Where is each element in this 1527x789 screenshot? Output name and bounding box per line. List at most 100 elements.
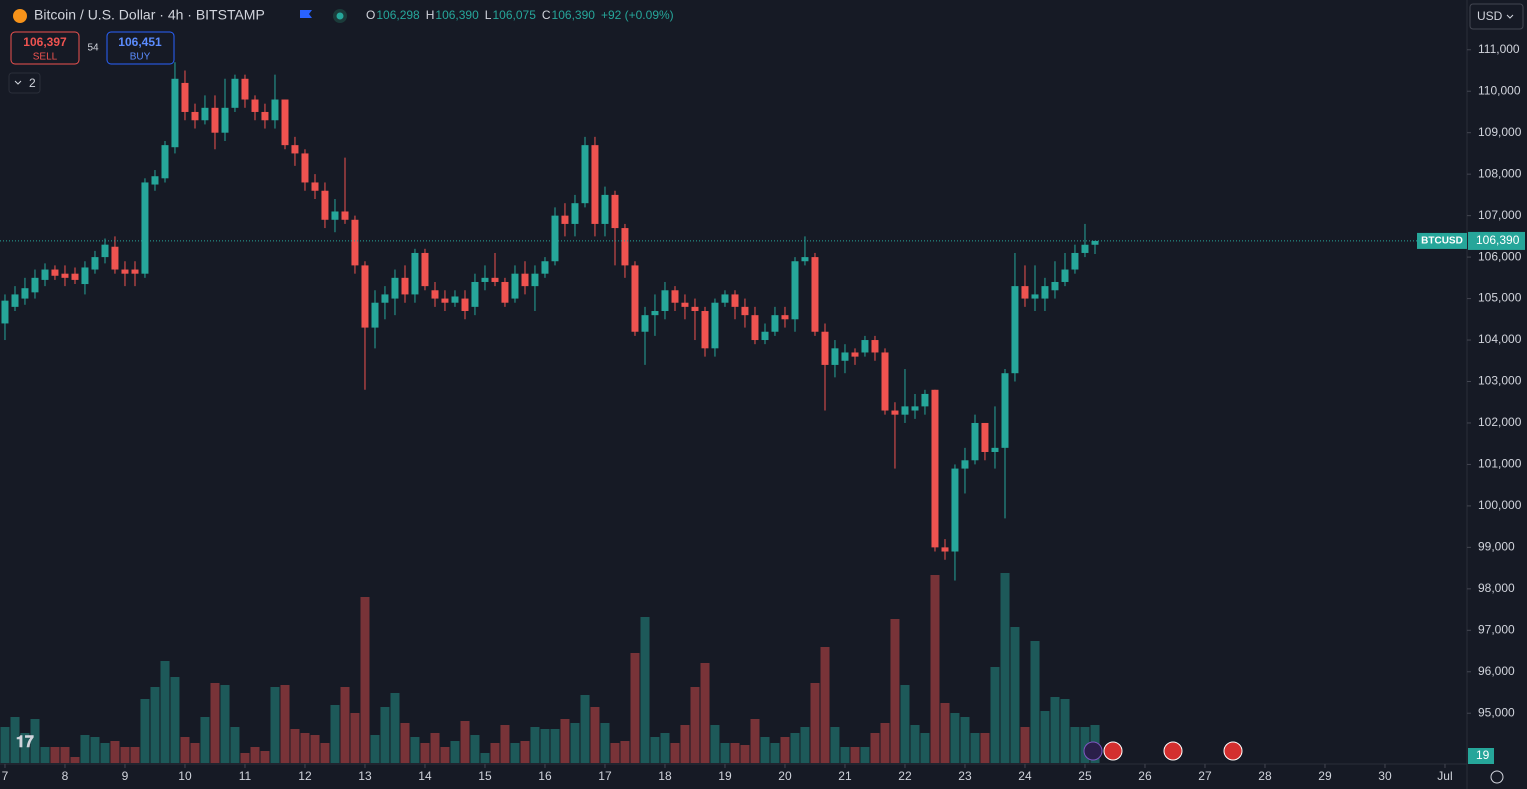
volume-bar <box>770 743 780 763</box>
volume-bar <box>960 717 970 763</box>
settings[interactable] <box>1490 770 1504 784</box>
candle-body <box>11 294 19 307</box>
candle-body <box>231 78 239 108</box>
x-tick-label: 27 <box>1198 769 1212 783</box>
volume-bar <box>590 707 600 763</box>
candle-body <box>101 244 109 258</box>
volume-bar <box>520 741 530 763</box>
volume-bar <box>410 737 420 763</box>
y-tick-label: 99,000 <box>1478 540 1515 554</box>
volume-bar <box>510 743 520 763</box>
currency-button[interactable] <box>1469 3 1524 30</box>
indicators-toggle[interactable] <box>8 72 41 94</box>
candle-body <box>1041 286 1049 299</box>
candle-body <box>81 267 89 285</box>
y-tick-label: 96,000 <box>1478 664 1515 678</box>
volume-bar <box>290 729 300 763</box>
candle-body <box>861 340 869 353</box>
volume-bar <box>70 757 80 763</box>
volume-bar <box>820 647 830 763</box>
volume-bar <box>920 733 930 763</box>
volume-bar <box>480 753 490 763</box>
x-tick-label: 30 <box>1378 769 1392 783</box>
ohlc-value: 106,390 <box>435 8 479 22</box>
x-tick-label: 7 <box>2 769 9 783</box>
candle-body <box>51 269 59 276</box>
candle-body <box>431 290 439 299</box>
x-tick-label: 28 <box>1258 769 1272 783</box>
candle-body <box>361 265 369 328</box>
candle-body <box>891 410 899 415</box>
volume-bar <box>810 683 820 763</box>
candle-body <box>1051 281 1059 291</box>
event-flag[interactable] <box>1223 741 1243 761</box>
candle-body <box>551 215 559 262</box>
y-tick-label: 100,000 <box>1478 498 1522 512</box>
symbol: Bitcoin / U.S. Dollar · 4h · BITSTAMP <box>34 7 265 23</box>
volume-bar <box>570 723 580 763</box>
candle-body <box>581 145 589 204</box>
volume-bar <box>860 747 870 763</box>
x-tick-label: 29 <box>1318 769 1332 783</box>
y-tick-label: 105,000 <box>1478 291 1522 305</box>
currency: USD <box>1477 9 1503 23</box>
candle-body <box>781 315 789 320</box>
ohlc-label: O <box>366 8 375 22</box>
volume-bar <box>970 733 980 763</box>
spread: 54 <box>87 43 99 54</box>
logo: 𝟏𝟕 <box>16 734 34 751</box>
candle-body <box>1001 373 1009 448</box>
event-icon[interactable] <box>1083 741 1103 761</box>
buy-button[interactable] <box>106 31 175 65</box>
volume-bar <box>420 743 430 763</box>
volume-bar <box>1010 627 1020 763</box>
event-flag[interactable] <box>1163 741 1183 761</box>
candle-body <box>631 265 639 332</box>
volume-bar <box>830 727 840 763</box>
candle-body <box>161 145 169 179</box>
volume-bar <box>1060 699 1070 763</box>
volume-bar <box>370 735 380 763</box>
y-tick-label: 110,000 <box>1478 83 1521 97</box>
volume-bar <box>1040 711 1050 763</box>
volume-bar <box>270 687 280 763</box>
candle-body <box>971 422 979 461</box>
candle-body <box>691 306 699 312</box>
volume-bar <box>40 747 50 763</box>
candle-body <box>121 269 129 274</box>
volume-bar <box>490 743 500 763</box>
volume-bar <box>930 575 940 763</box>
candle-body <box>381 294 389 303</box>
candle-body <box>681 302 689 307</box>
flag[interactable] <box>300 10 312 18</box>
candle-body <box>111 246 119 270</box>
volume-bar <box>450 741 460 763</box>
candle-body <box>151 176 159 185</box>
sell-button[interactable] <box>10 31 80 65</box>
candle-body <box>671 290 679 303</box>
y-tick-label: 103,000 <box>1478 374 1522 388</box>
volume-bar <box>140 699 150 763</box>
volume-bar <box>730 743 740 763</box>
y-tick-label: 109,000 <box>1478 125 1522 139</box>
ohlc-value: 106,075 <box>492 8 536 22</box>
candle-body <box>591 145 599 224</box>
volume-bar <box>660 733 670 763</box>
symbol-tag-bg <box>1417 232 1467 249</box>
candle-body <box>481 277 489 282</box>
volume-bar <box>750 719 760 763</box>
volume-bar <box>170 677 180 763</box>
candle-body <box>731 294 739 307</box>
candle-body <box>701 311 709 349</box>
event-flag[interactable] <box>1103 741 1123 761</box>
volume-bar <box>150 687 160 763</box>
volume-bar <box>380 707 390 763</box>
x-tick-label: 10 <box>178 769 192 783</box>
candle-body <box>921 393 929 407</box>
candle-body <box>801 257 809 262</box>
x-tick-label: 21 <box>838 769 852 783</box>
volume-bar <box>360 597 370 763</box>
candle-body <box>281 99 289 146</box>
x-tick-label: 19 <box>718 769 732 783</box>
